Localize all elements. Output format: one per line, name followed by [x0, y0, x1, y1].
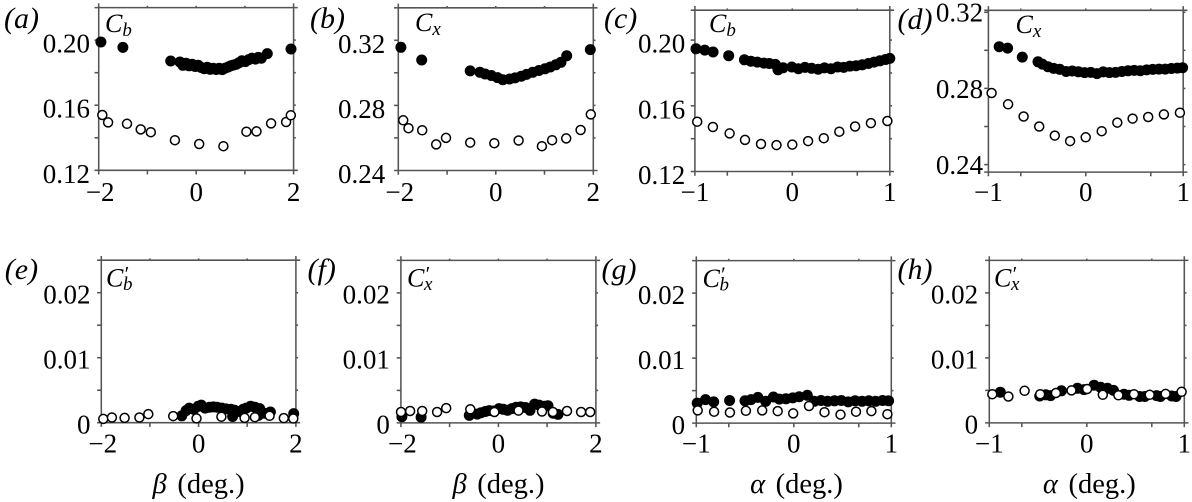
svg-text:0: 0 [192, 429, 206, 459]
svg-text:−1: −1 [681, 177, 710, 207]
svg-text:0.12: 0.12 [43, 159, 90, 189]
svg-text:0.28: 0.28 [338, 94, 385, 124]
svg-text:0: 0 [672, 410, 686, 440]
svg-text:0: 0 [189, 177, 203, 207]
svg-text:(f): (f) [308, 253, 336, 286]
svg-text:0: 0 [786, 177, 800, 207]
svg-text:0.02: 0.02 [931, 280, 978, 310]
svg-text:2: 2 [587, 177, 601, 207]
svg-text:0.02: 0.02 [343, 280, 390, 310]
svg-text:−2: −2 [86, 177, 115, 207]
svg-text:0.16: 0.16 [638, 94, 685, 124]
svg-text:0: 0 [1080, 429, 1094, 459]
svg-text:−1: −1 [682, 429, 711, 459]
svg-text:0: 0 [77, 409, 91, 439]
svg-text:0: 0 [376, 410, 390, 440]
svg-text:0.20: 0.20 [43, 29, 90, 59]
svg-text:0.12: 0.12 [638, 160, 685, 190]
svg-text:2: 2 [289, 429, 303, 459]
svg-text:C′x: C′x [407, 262, 433, 295]
svg-text:0: 0 [965, 410, 979, 440]
svg-text:0.16: 0.16 [43, 94, 90, 124]
svg-text:0.01: 0.01 [43, 344, 90, 374]
svg-text:0: 0 [787, 429, 801, 459]
svg-text:0.02: 0.02 [43, 279, 90, 309]
svg-text:2: 2 [589, 429, 603, 459]
svg-text:1: 1 [1178, 429, 1192, 459]
svg-text:C′x: C′x [994, 262, 1020, 295]
svg-text:−2: −2 [388, 429, 417, 459]
svg-text:1: 1 [883, 177, 897, 207]
svg-text:(d): (d) [898, 3, 933, 36]
svg-text:α (deg.): α (deg.) [1043, 469, 1136, 500]
svg-text:−1: −1 [974, 177, 1003, 207]
svg-text:2: 2 [287, 177, 301, 207]
svg-text:0: 0 [1079, 177, 1093, 207]
svg-text:(g): (g) [602, 253, 637, 286]
svg-text:1: 1 [885, 429, 899, 459]
svg-text:0: 0 [492, 429, 506, 459]
svg-text:0.28: 0.28 [936, 74, 983, 104]
svg-text:0.01: 0.01 [638, 345, 685, 375]
svg-text:1: 1 [1176, 177, 1190, 207]
svg-text:(e): (e) [5, 253, 38, 286]
svg-text:(c): (c) [604, 2, 637, 35]
svg-text:0.02: 0.02 [638, 280, 685, 310]
svg-text:0.24: 0.24 [936, 150, 984, 180]
svg-text:0.01: 0.01 [343, 345, 390, 375]
svg-text:0: 0 [489, 177, 503, 207]
svg-text:0.32: 0.32 [338, 29, 385, 59]
svg-text:α (deg.): α (deg.) [750, 469, 843, 500]
svg-text:(h): (h) [898, 253, 933, 286]
svg-text:−1: −1 [975, 429, 1004, 459]
svg-text:−2: −2 [88, 429, 117, 459]
svg-text:−2: −2 [385, 177, 414, 207]
svg-text:0.32: 0.32 [936, 0, 983, 28]
svg-text:β (deg.): β (deg.) [451, 469, 544, 500]
svg-text:0.24: 0.24 [338, 159, 386, 189]
svg-text:0.01: 0.01 [931, 345, 978, 375]
svg-text:β (deg.): β (deg.) [152, 469, 245, 500]
svg-text:0.20: 0.20 [638, 29, 685, 59]
svg-text:(a): (a) [4, 2, 39, 35]
svg-text:(b): (b) [310, 2, 345, 35]
